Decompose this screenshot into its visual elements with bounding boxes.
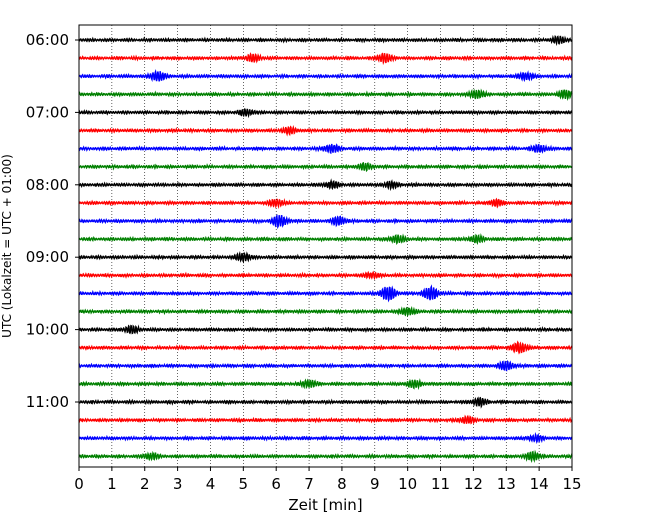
trace-0700 <box>78 108 573 119</box>
y-axis-ticks: 06:00 07:00 08:00 09:00 10:00 11:00 <box>26 31 79 411</box>
x-tick-label: 8 <box>337 475 347 493</box>
trace-0615 <box>78 52 573 66</box>
trace-0945 <box>78 305 573 317</box>
x-tick-label: 13 <box>497 475 516 493</box>
trace-1115 <box>78 414 573 425</box>
x-tick-label: 5 <box>239 475 249 493</box>
trace-0915 <box>78 270 573 281</box>
trace-0645 <box>78 88 573 102</box>
x-axis-ticks: 0 1 2 3 4 5 6 7 8 9 10 11 12 13 14 15 <box>74 467 582 493</box>
x-tick-label: 2 <box>140 475 150 493</box>
x-tick-label: 9 <box>370 475 380 493</box>
trace-0800 <box>78 178 573 192</box>
trace-0900 <box>78 251 573 264</box>
x-axis-label: Zeit [min] <box>288 496 362 514</box>
trace-1030 <box>78 360 573 372</box>
y-tick-label: 09:00 <box>26 248 69 266</box>
trace-0745 <box>78 161 573 173</box>
y-tick-label: 06:00 <box>26 31 69 49</box>
y-tick-label: 10:00 <box>26 321 69 339</box>
x-tick-label: 14 <box>530 475 549 493</box>
x-tick-label: 11 <box>431 475 450 493</box>
x-tick-label: 15 <box>562 475 581 493</box>
trace-1145 <box>78 449 573 464</box>
trace-1130 <box>78 431 573 445</box>
trace-0630 <box>78 68 573 83</box>
trace-0600 <box>78 34 573 47</box>
plot-frame <box>78 24 573 468</box>
x-tick-label: 4 <box>206 475 216 493</box>
trace-1000 <box>78 324 573 335</box>
trace-1100 <box>78 396 573 409</box>
y-axis-label: UTC (Lokalzeit = UTC + 01:00) <box>0 154 14 338</box>
trace-1015 <box>78 340 573 355</box>
trace-0815 <box>78 197 573 210</box>
seismic-traces <box>78 34 573 464</box>
trace-0715 <box>78 125 573 137</box>
x-tick-label: 1 <box>107 475 117 493</box>
x-tick-label: 10 <box>398 475 417 493</box>
trace-1045 <box>78 378 573 391</box>
trace-0845 <box>78 232 573 246</box>
trace-0830 <box>78 213 573 230</box>
x-tick-label: 3 <box>173 475 183 493</box>
trace-0730 <box>78 143 573 155</box>
x-tick-label: 7 <box>304 475 314 493</box>
y-tick-label: 11:00 <box>26 393 69 411</box>
y-tick-label: 07:00 <box>26 103 69 121</box>
x-tick-label: 12 <box>464 475 483 493</box>
x-tick-label: 0 <box>74 475 84 493</box>
y-tick-label: 08:00 <box>26 176 69 194</box>
x-tick-label: 6 <box>271 475 281 493</box>
trace-0930 <box>78 284 573 303</box>
